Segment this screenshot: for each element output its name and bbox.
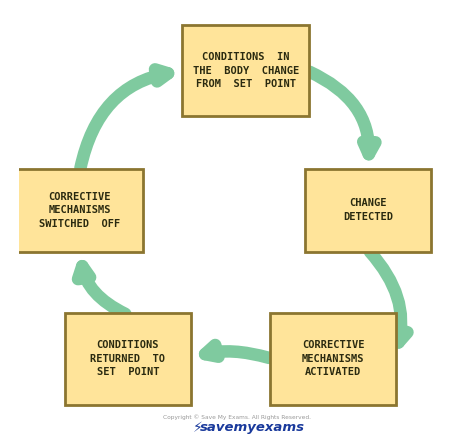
Text: CHANGE
DETECTED: CHANGE DETECTED <box>343 198 393 222</box>
FancyBboxPatch shape <box>17 169 143 252</box>
Text: ⚡: ⚡ <box>193 420 202 434</box>
Text: CORRECTIVE
MECHANISMS
SWITCHED  OFF: CORRECTIVE MECHANISMS SWITCHED OFF <box>39 192 120 229</box>
Text: savemyexams: savemyexams <box>200 421 305 434</box>
FancyBboxPatch shape <box>270 313 396 405</box>
Text: Copyright © Save My Exams. All Rights Reserved.: Copyright © Save My Exams. All Rights Re… <box>163 415 311 420</box>
FancyBboxPatch shape <box>182 25 309 117</box>
Text: CONDITIONS
RETURNED  TO
SET  POINT: CONDITIONS RETURNED TO SET POINT <box>91 340 165 377</box>
FancyBboxPatch shape <box>305 169 431 252</box>
Text: CORRECTIVE
MECHANISMS
ACTIVATED: CORRECTIVE MECHANISMS ACTIVATED <box>302 340 365 377</box>
FancyBboxPatch shape <box>64 313 191 405</box>
Text: CONDITIONS  IN
THE  BODY  CHANGE
FROM  SET  POINT: CONDITIONS IN THE BODY CHANGE FROM SET P… <box>192 52 299 89</box>
